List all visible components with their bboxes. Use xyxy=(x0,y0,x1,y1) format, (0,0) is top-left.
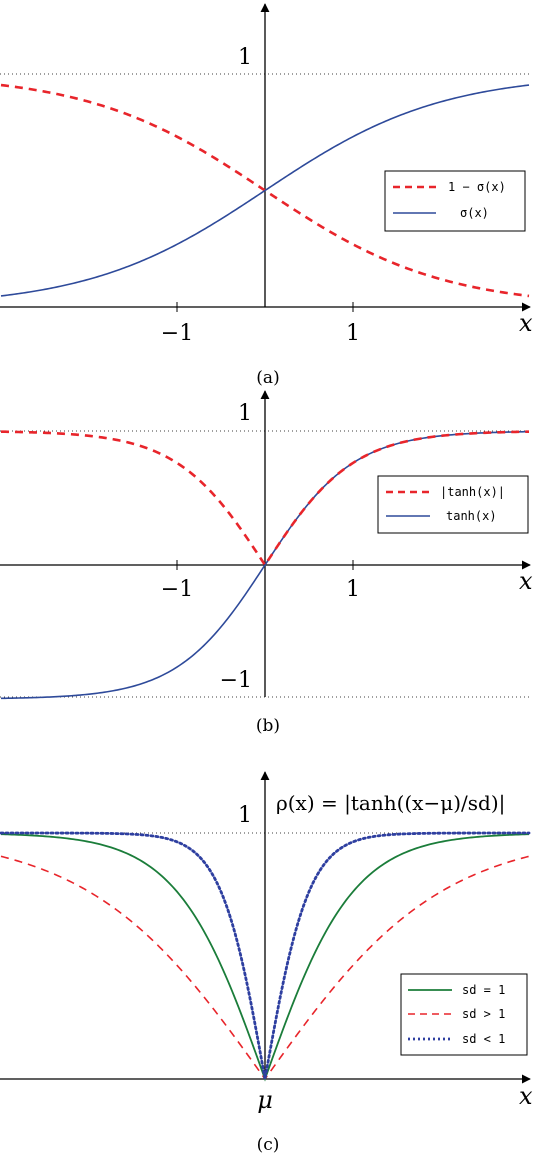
panel-a-legend-label-1: σ(x) xyxy=(460,206,489,220)
panel-b-y-tick-label-neg1: −1 xyxy=(220,668,252,693)
panel-b-x-tick-label-1: 1 xyxy=(346,577,360,602)
panel-b-legend-label-1: tanh(x) xyxy=(446,509,497,523)
panel-b-x-tick-label-neg1: −1 xyxy=(161,577,193,602)
panel-c-title: ρ(x) = |tanh((x−μ)/sd)| xyxy=(276,791,505,816)
panel-b: 1 −1 −1 1 x |tanh(x)| tanh(x) (b) xyxy=(0,390,533,736)
panel-a-series-sigma xyxy=(0,84,530,297)
panel-b-caption: (b) xyxy=(256,716,280,736)
panel-c-legend-label-2: sd < 1 xyxy=(462,1032,505,1046)
panel-c: 1 ρ(x) = |tanh((x−μ)/sd)| x μ sd = 1 sd … xyxy=(0,771,533,1155)
panel-c-x-axis-label: x xyxy=(519,1082,533,1110)
panel-a-legend: 1 − σ(x) σ(x) xyxy=(384,170,526,232)
panel-a-legend-box xyxy=(384,170,526,232)
panel-a-y-tick-label-1: 1 xyxy=(238,45,252,70)
panel-c-center-label-mu: μ xyxy=(257,1086,273,1114)
panel-c-y-tick-label-1: 1 xyxy=(238,803,252,828)
panel-a-x-tick-label-1: 1 xyxy=(346,321,360,346)
panel-b-legend-box xyxy=(377,475,529,534)
panel-c-series-sd-lt-1 xyxy=(0,831,531,1080)
panel-a-x-axis-label: x xyxy=(519,309,533,337)
panel-c-caption: (c) xyxy=(257,1135,280,1155)
panel-b-series-tanh xyxy=(0,430,530,700)
panel-b-legend-label-0: |tanh(x)| xyxy=(440,485,505,499)
panel-b-y-tick-label-1: 1 xyxy=(238,401,252,426)
panel-c-legend-label-0: sd = 1 xyxy=(462,983,505,997)
panel-c-legend: sd = 1 sd > 1 sd < 1 xyxy=(400,973,528,1056)
panel-c-legend-label-1: sd > 1 xyxy=(462,1007,505,1021)
panel-b-x-axis-label: x xyxy=(519,567,533,595)
panel-b-series-abs-tanh xyxy=(0,430,530,568)
panel-b-legend: |tanh(x)| tanh(x) xyxy=(377,475,529,534)
panel-a-x-tick-label-neg1: −1 xyxy=(161,321,193,346)
panel-a-legend-label-0: 1 − σ(x) xyxy=(448,180,506,194)
panel-a-caption: (a) xyxy=(256,368,279,388)
panel-a: 1 −1 1 x 1 − σ(x) σ(x) (a) xyxy=(0,3,533,388)
